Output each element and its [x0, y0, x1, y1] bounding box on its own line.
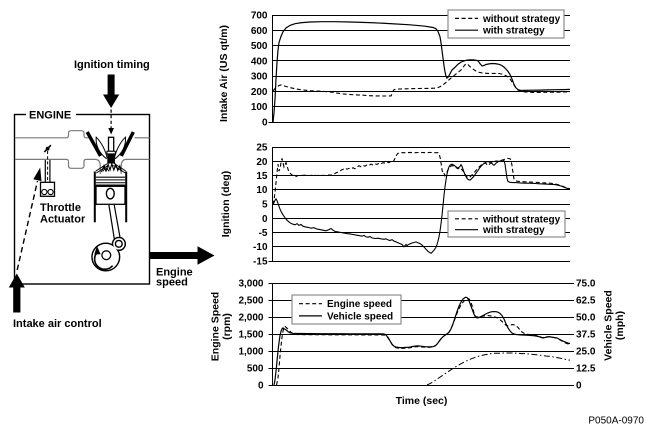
- svg-text:Vehicle speed: Vehicle speed: [327, 311, 393, 322]
- svg-text:500: 500: [251, 41, 268, 52]
- svg-text:Throttle: Throttle: [40, 202, 81, 214]
- svg-text:2,000: 2,000: [238, 313, 263, 324]
- svg-text:400: 400: [251, 56, 268, 67]
- svg-text:5: 5: [262, 200, 268, 211]
- svg-text:-15: -15: [253, 257, 268, 268]
- svg-text:600: 600: [251, 26, 268, 37]
- svg-text:37.5: 37.5: [576, 330, 596, 341]
- svg-text:25.0: 25.0: [576, 347, 596, 358]
- svg-text:-5: -5: [259, 228, 268, 239]
- svg-text:Engine Speed: Engine Speed: [210, 292, 222, 361]
- svg-text:700: 700: [251, 11, 268, 22]
- svg-text:P050A-0970: P050A-0970: [588, 416, 644, 427]
- svg-text:Intake Air (US qt/m): Intake Air (US qt/m): [218, 25, 230, 122]
- svg-text:25: 25: [256, 143, 268, 154]
- svg-text:(rpm): (rpm): [221, 313, 233, 340]
- svg-text:0: 0: [262, 118, 268, 129]
- svg-text:-10: -10: [253, 242, 268, 253]
- svg-text:without strategy: without strategy: [482, 14, 561, 25]
- svg-text:62.5: 62.5: [576, 296, 596, 307]
- svg-text:2,500: 2,500: [238, 296, 263, 307]
- svg-text:0: 0: [576, 381, 582, 392]
- svg-text:200: 200: [251, 87, 268, 98]
- svg-text:Engine speed: Engine speed: [327, 299, 392, 310]
- svg-text:ENGINE: ENGINE: [29, 110, 71, 122]
- svg-text:Time (sec): Time (sec): [396, 395, 448, 407]
- svg-text:Actuator: Actuator: [40, 214, 86, 226]
- svg-text:Ignition (deg): Ignition (deg): [220, 171, 232, 237]
- svg-text:without strategy: without strategy: [482, 214, 561, 225]
- svg-text:with strategy: with strategy: [482, 225, 545, 236]
- svg-text:(mph): (mph): [614, 311, 626, 340]
- svg-text:3,000: 3,000: [238, 279, 263, 290]
- svg-text:10: 10: [256, 185, 268, 196]
- svg-text:Engine: Engine: [156, 267, 193, 279]
- svg-text:50.0: 50.0: [576, 313, 596, 324]
- svg-text:0: 0: [258, 381, 264, 392]
- svg-text:0: 0: [262, 214, 268, 225]
- svg-text:speed: speed: [156, 277, 188, 289]
- svg-text:12.5: 12.5: [576, 364, 596, 375]
- svg-text:with strategy: with strategy: [482, 26, 545, 37]
- svg-text:100: 100: [251, 102, 268, 113]
- svg-text:1,500: 1,500: [238, 330, 263, 341]
- svg-text:Vehicle Speed: Vehicle Speed: [603, 290, 615, 361]
- svg-text:300: 300: [251, 72, 268, 83]
- svg-text:500: 500: [247, 364, 264, 375]
- svg-text:Ignition timing: Ignition timing: [74, 59, 150, 71]
- svg-text:Intake air control: Intake air control: [13, 318, 102, 330]
- svg-text:15: 15: [256, 171, 268, 182]
- svg-text:20: 20: [256, 157, 268, 168]
- svg-text:75.0: 75.0: [576, 279, 596, 290]
- svg-text:1,000: 1,000: [238, 347, 263, 358]
